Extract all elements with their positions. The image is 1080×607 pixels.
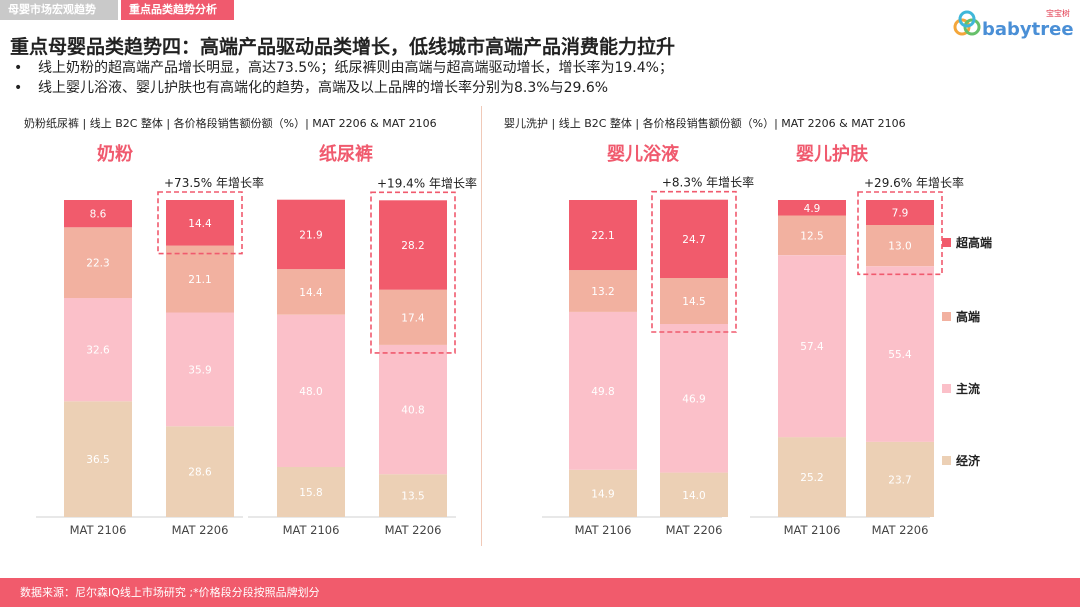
bullet-item: • 线上奶粉的超高端产品增长明显，高达73.5%；纸尿裤则由高端与超高端驱动增长，… — [10, 58, 673, 78]
logo-mark — [953, 10, 981, 36]
panel-baby-care: 婴儿洗护 | 线上 B2C 整体 | 各价格段销售额份额（%）| MAT 220… — [484, 100, 959, 565]
bullet-item: • 线上婴儿浴液、婴儿护肤也有高端化的趋势，高端及以上品牌的增长率分别为8.3%与… — [10, 78, 673, 98]
legend-label: 高端 — [956, 309, 980, 324]
panel-formula-diapers: 奶粉纸尿裤 | 线上 B2C 整体 | 各价格段销售额份额（%）| MAT 22… — [4, 100, 479, 565]
legend-label: 主流 — [956, 381, 980, 396]
legend-label: 超高端 — [955, 235, 992, 250]
bullet-symbol: • — [14, 80, 23, 96]
panel-title: 奶粉纸尿裤 | 线上 B2C 整体 | 各价格段销售额份额（%）| MAT 22… — [24, 117, 437, 130]
source-footer: 数据来源：尼尔森IQ线上市场研究 ;*价格段分段按照品牌划分 — [0, 578, 1080, 607]
panel-title: 婴儿洗护 | 线上 B2C 整体 | 各价格段销售额份额（%）| MAT 220… — [504, 117, 906, 130]
babytree-logo: babytree 宝宝树 — [953, 8, 1074, 40]
tab-macro-trends[interactable]: 母婴市场宏观趋势 — [0, 0, 118, 20]
tab-category-analysis[interactable]: 重点品类趋势分析 — [121, 0, 234, 20]
bullet-symbol: • — [14, 60, 23, 76]
legend-label: 经济 — [956, 453, 981, 468]
logo-text: babytree — [982, 19, 1074, 40]
logo-small-text: 宝宝树 — [1046, 8, 1070, 18]
panel-divider — [481, 106, 482, 546]
page-title: 重点母婴品类趋势四：高端产品驱动品类增长，低线城市高端产品消费能力拉升 — [10, 36, 676, 58]
bullet-list: • 线上奶粉的超高端产品增长明显，高达73.5%；纸尿裤则由高端与超高端驱动增长，… — [10, 58, 673, 98]
